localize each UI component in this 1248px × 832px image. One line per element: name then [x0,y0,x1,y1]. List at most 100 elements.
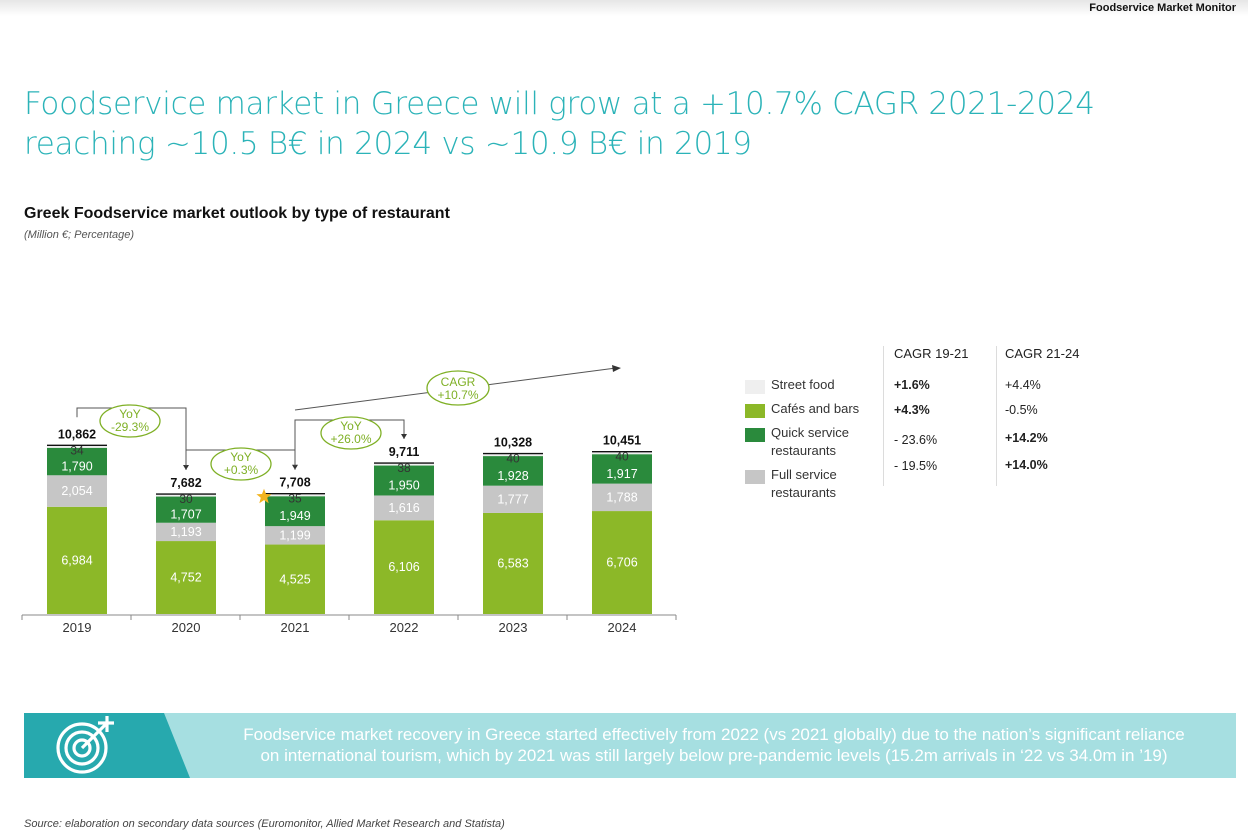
cagr-label: CAGR [441,375,476,389]
data-label: 4,752 [170,571,201,585]
table-divider [883,346,884,486]
bar-segment [374,465,434,496]
legend-item-full-service: Full service restaurants [745,466,871,502]
data-label: 38 [397,461,411,475]
source-note: Source: elaboration on secondary data so… [24,818,505,830]
stacked-bar-chart: 6,984 2,054 1,790 34 10,862 2019 4,752 1,193 1,7… [21,365,677,635]
bar-segment [592,451,652,455]
x-tick-label: 2022 [390,620,419,635]
headline-line-2: reaching ~10.5 B€ in 2024 vs ~10.9 B€ in… [24,126,752,162]
bar-segment [47,506,107,614]
data-label: 1,949 [279,509,310,523]
total-label: 7,682 [170,476,201,490]
bar-segment [265,526,325,545]
yoy-arrowhead [401,434,407,440]
table-divider [996,346,997,486]
data-label: 6,984 [61,553,92,567]
yoy-bubble [99,404,161,438]
cagr-arrowhead [612,365,621,372]
banner-text: Foodservice market recovery in Greece st… [199,724,1229,766]
x-tick-label: 2023 [499,620,528,635]
data-label: 1,917 [606,467,637,481]
cagr-value: - 19.5% [894,459,938,473]
target-icon [56,716,114,774]
bar-segment [592,511,652,614]
total-label: 10,862 [58,427,96,441]
data-label: 1,707 [170,508,201,522]
bar-segment [156,522,216,542]
data-label: 6,583 [497,556,528,570]
data-label: 4,525 [279,572,310,586]
cagr-header: CAGR 19-21 [894,346,969,361]
cagr-value: +1.6% [894,378,930,392]
headline-line-1: Foodservice market in Greece will grow a… [24,86,1095,122]
yoy-bubble [210,447,272,481]
cagr-value: -0.5% [1005,403,1038,417]
cagr-column-21-24: CAGR 21-24 +4.4% -0.5% +14.2% +14.0% [1005,346,1079,472]
yoy-value: -29.3% [111,420,149,434]
total-label: 9,711 [389,445,420,459]
bar-segment [47,447,107,476]
star-icon [256,488,272,504]
data-label: 1,193 [170,525,201,539]
yoy-label: YoY [340,419,362,433]
bar-segment [374,520,434,614]
data-label: 1,788 [606,490,637,504]
yoy-value: +26.0% [330,432,371,446]
cagr-value: +14.2% [1005,431,1048,445]
data-label: 1,950 [388,479,419,493]
banner-text-line-1: Foodservice market recovery in Greece st… [243,725,1185,744]
data-label: 1,199 [279,528,310,542]
data-label: 1,616 [388,501,419,515]
data-label: 6,706 [606,556,637,570]
bar-segment [592,483,652,512]
bar-segment [374,495,434,521]
yoy-label: YoY [230,450,252,464]
legend-swatch [745,404,765,418]
chart-title: Greek Foodservice market outlook by type… [24,205,450,222]
legend-label: Cafés and bars [771,401,860,416]
banner-text-line-2: on international tourism, which by 2021 … [260,746,1168,765]
page-headline: Foodservice market in Greece will grow a… [24,84,1124,164]
total-label: 10,451 [603,434,641,448]
legend-label: Quick service restaurants [771,425,850,458]
x-tick-label: 2019 [63,620,92,635]
cagr-value: +10.7% [437,388,478,402]
legend-label: Street food [771,377,835,392]
legend-label: Full service restaurants [771,467,837,500]
bar-segment [156,494,216,497]
bar-segment [483,485,543,513]
bar-segment [483,512,543,614]
legend-swatch [745,470,765,484]
cagr-value: +14.0% [1005,458,1048,472]
bar-segment [374,463,434,466]
bar-segment [483,453,543,457]
legend-swatch [745,428,765,442]
bar-segment [592,454,652,484]
bar-segment [47,445,107,448]
yoy-arrowhead [292,464,298,470]
banner-background [24,713,1236,778]
yoy-bubble [320,416,382,450]
top-shade [0,0,1248,16]
bar-segment [156,496,216,523]
yoy-arrowhead [183,465,189,471]
x-tick-label: 2020 [172,620,201,635]
yoy-value: +0.3% [224,463,259,477]
brand-label: Foodservice Market Monitor [1089,2,1236,14]
bar-segment [265,544,325,614]
data-label: 1,928 [497,469,528,483]
data-label: 40 [506,452,520,466]
data-label: 1,777 [497,492,528,506]
legend-item-street-food: Street food [745,376,871,394]
cagr-column-19-21: CAGR 19-21 +1.6% +4.3% - 23.6% - 19.5% [894,346,969,473]
bar-segment [47,475,107,507]
chart-subtitle: (Million €; Percentage) [24,229,135,241]
insight-banner: Foodservice market recovery in Greece st… [24,713,1236,778]
legend-item-quick-service: Quick service restaurants [745,424,871,460]
cagr-value: +4.3% [894,403,930,417]
cagr-value: +4.4% [1005,378,1041,392]
data-label: 2,054 [61,484,92,498]
cagr-bubble [426,370,490,406]
legend-item-cafes-bars: Cafés and bars [745,400,871,418]
